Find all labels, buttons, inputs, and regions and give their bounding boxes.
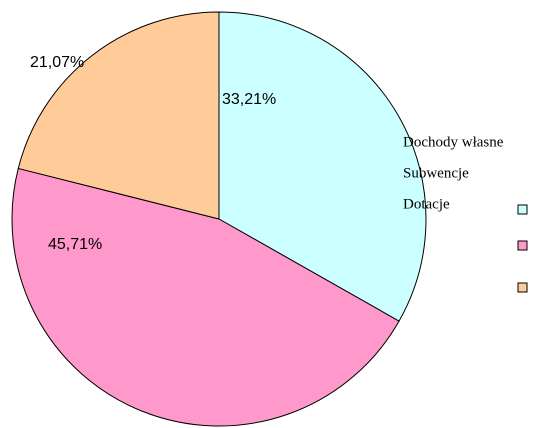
data-label: 33,21%: [222, 91, 276, 108]
pie-slice: [17, 11, 220, 220]
data-label: 45,71%: [48, 236, 102, 253]
legend-label: Dotacje: [403, 196, 450, 212]
legend-swatch: [517, 204, 528, 215]
legend-label: Subwencje: [403, 165, 469, 181]
pie-slice: [218, 11, 427, 322]
data-label: 21,07%: [30, 54, 84, 71]
pie-slice: [11, 167, 400, 427]
legend-swatch: [517, 282, 528, 293]
legend-label: Dochody własne: [403, 134, 504, 150]
legend-swatch: [517, 240, 528, 251]
